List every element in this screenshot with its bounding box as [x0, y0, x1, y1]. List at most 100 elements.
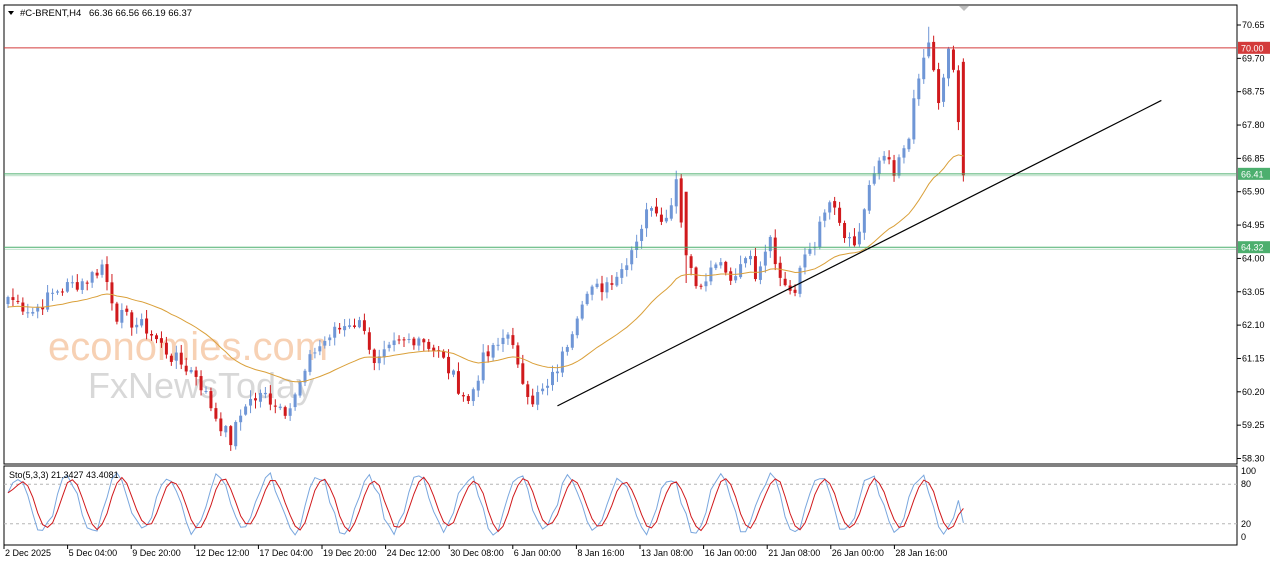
candle-body — [783, 278, 787, 286]
candle-body — [729, 271, 733, 281]
candle-body — [353, 325, 356, 327]
candle-body — [100, 264, 104, 275]
stoch-main-line — [7, 472, 964, 536]
ascending-trendline[interactable] — [557, 99, 1162, 407]
candle-body — [659, 214, 663, 222]
time-tick-label: 19 Dec 20:00 — [323, 548, 377, 558]
candle-body — [551, 371, 554, 386]
candle-body — [912, 98, 916, 140]
candle-body — [744, 258, 748, 264]
level-badge — [1238, 167, 1270, 180]
candle-body — [486, 351, 490, 357]
candle-body — [838, 207, 842, 223]
candle-body — [447, 356, 451, 374]
candle-body — [313, 352, 317, 354]
candles — [6, 26, 965, 451]
candle-body — [684, 191, 688, 256]
candle-body — [110, 282, 114, 304]
shift-marker-icon[interactable] — [959, 6, 969, 11]
candle-body — [135, 324, 139, 328]
candle-body — [650, 208, 653, 211]
candle-body — [778, 262, 782, 278]
candle-body — [11, 297, 15, 300]
candle-body — [724, 261, 728, 273]
candle-body — [689, 256, 693, 268]
candle-body — [442, 351, 446, 358]
candle-body — [382, 349, 386, 358]
candle-body — [397, 339, 401, 341]
candle-body — [699, 285, 703, 287]
stoch-pane-frame — [3, 465, 1238, 546]
candle-body — [194, 370, 198, 377]
candle-body — [60, 291, 64, 293]
level-badge — [1238, 41, 1270, 54]
candle-body — [704, 281, 708, 287]
candle-body — [917, 78, 921, 100]
candle-body — [897, 157, 901, 176]
candle-body — [739, 264, 743, 278]
candle-body — [328, 337, 332, 341]
candle-body — [432, 347, 436, 351]
candle-body — [922, 57, 926, 80]
candle-body — [427, 341, 431, 349]
time-tick-label: 17 Dec 04:00 — [259, 548, 313, 558]
candle-body — [749, 255, 752, 260]
candle-body — [288, 408, 292, 416]
candle-body — [249, 398, 253, 406]
moving-average-line — [7, 154, 964, 383]
candle-body — [333, 326, 337, 338]
time-tick-label: 6 Jan 00:00 — [514, 548, 561, 558]
price-tick-label: 70.65 — [1242, 20, 1265, 30]
candle-body — [229, 426, 233, 446]
stoch-tick-label: 20 — [1241, 519, 1251, 529]
candle-body — [254, 398, 257, 401]
candle-body — [887, 157, 891, 160]
candle-body — [595, 283, 599, 288]
stoch-tick-label: 0 — [1241, 532, 1246, 542]
candle-body — [937, 69, 941, 104]
candle-body — [857, 231, 861, 245]
collapse-triangle-icon[interactable] — [8, 11, 14, 15]
candle-body — [664, 217, 668, 222]
candle-body — [105, 264, 109, 283]
ohlc-readout: 66.36 66.56 66.19 66.37 — [89, 8, 192, 19]
candle-body — [75, 282, 79, 290]
candle-body — [214, 408, 218, 419]
candle-body — [803, 254, 807, 268]
watermark-line1: economies.com — [48, 325, 328, 369]
candle-body — [85, 282, 89, 284]
candle-body — [654, 206, 658, 214]
candle-body — [392, 340, 396, 346]
time-tick-label: 8 Jan 16:00 — [577, 548, 624, 558]
watermark: economies.com FxNewsToday — [48, 325, 328, 406]
price-tick-label: 63.05 — [1242, 287, 1265, 297]
candle-body — [610, 283, 614, 285]
time-tick-label: 2 Dec 2025 — [5, 548, 51, 558]
time-tick-label: 26 Jan 00:00 — [832, 548, 884, 558]
candle-body — [357, 320, 361, 328]
candle-body — [407, 338, 411, 340]
candle-body — [709, 267, 713, 282]
price-tick-label: 66.85 — [1242, 153, 1265, 163]
candle-body — [694, 267, 698, 287]
candle-body — [169, 355, 173, 362]
chart-header: #C-BRENT,H4 66.36 66.56 66.19 66.37 — [8, 8, 192, 19]
candle-body — [362, 320, 366, 331]
candle-body — [204, 391, 208, 393]
candle-body — [199, 376, 203, 391]
candle-body — [560, 351, 564, 373]
candle-body — [31, 311, 35, 314]
price-tick-label: 67.80 — [1242, 120, 1265, 130]
candle-body — [536, 392, 540, 405]
time-tick-label: 9 Dec 20:00 — [132, 548, 181, 558]
candle-body — [605, 282, 609, 293]
candle-body — [293, 394, 297, 408]
candle-body — [758, 266, 762, 280]
candle-body — [902, 148, 906, 158]
candle-body — [372, 349, 376, 364]
candle-body — [575, 318, 579, 336]
candle-body — [466, 396, 470, 401]
candle-body — [461, 395, 465, 397]
time-tick-label: 13 Jan 08:00 — [641, 548, 693, 558]
candle-body — [273, 405, 277, 407]
